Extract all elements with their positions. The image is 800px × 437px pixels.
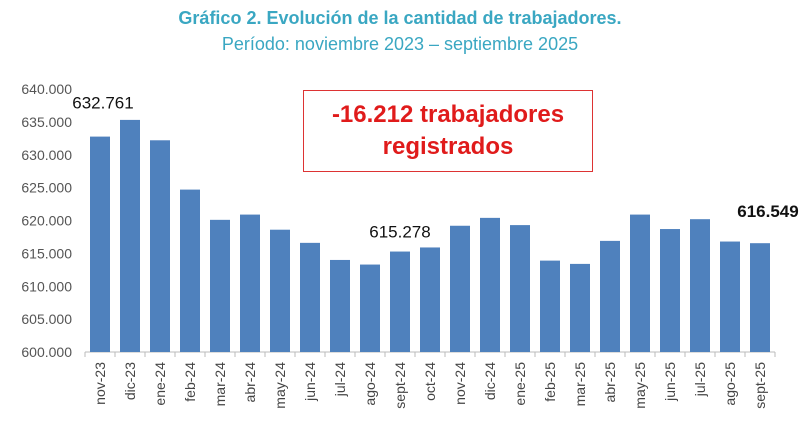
x-tick-label: nov-23 (92, 362, 108, 405)
bar-ene-24 (150, 140, 170, 352)
bar-sept-25 (750, 243, 770, 352)
x-tick-label: jul-25 (692, 362, 708, 397)
x-tick-label: abr-24 (242, 362, 258, 403)
bar-feb-24 (180, 189, 200, 352)
x-tick-label: feb-25 (542, 362, 558, 402)
bar-mar-25 (570, 263, 590, 352)
bar-jun-24 (300, 242, 320, 352)
bar-jul-24 (330, 259, 350, 352)
bar-abr-25 (600, 240, 620, 352)
x-tick-label: nov-24 (452, 362, 468, 405)
annotation-line1: -16.212 trabajadores (331, 101, 565, 128)
x-tick-label: jun-24 (302, 362, 318, 402)
bar-ene-25 (510, 225, 530, 352)
x-tick-label: mar-24 (212, 362, 228, 407)
x-tick-label: may-24 (272, 362, 288, 409)
bar-jul-25 (690, 219, 710, 352)
bar-dic-23 (120, 119, 140, 352)
y-tick-label: 625.000 (21, 180, 72, 196)
y-tick-label: 605.000 (21, 311, 72, 327)
y-tick-label: 620.000 (21, 213, 72, 229)
bar-nov-23 (90, 136, 110, 352)
data-label-sept-24: 615.278 (369, 223, 430, 242)
bar-oct-24 (420, 247, 440, 352)
y-tick-label: 630.000 (21, 147, 72, 163)
x-tick-label: jul-24 (332, 362, 348, 397)
chart-title: Gráfico 2. Evolución de la cantidad de t… (178, 8, 622, 28)
data-label-nov-23: 632.761 (72, 94, 133, 113)
x-tick-label: mar-25 (572, 362, 588, 407)
bar-nov-24 (450, 225, 470, 352)
data-label-sept-25: 616.549 (737, 202, 798, 221)
chart-subtitle: Período: noviembre 2023 – septiembre 202… (221, 34, 579, 54)
x-tick-label: oct-24 (422, 362, 438, 401)
bar-dic-24 (480, 217, 500, 352)
bar-may-25 (630, 214, 650, 352)
annotation-box: -16.212 trabajadores registrados (303, 90, 593, 172)
x-tick-label: jun-25 (662, 362, 678, 402)
y-tick-label: 615.000 (21, 245, 72, 261)
bar-abr-24 (240, 214, 260, 352)
y-tick-label: 635.000 (21, 114, 72, 130)
x-tick-label: ago-24 (362, 362, 378, 406)
x-tick-label: dic-24 (482, 362, 498, 400)
x-tick-label: ene-25 (512, 362, 528, 406)
annotation-line2: registrados (382, 133, 514, 160)
bar-may-24 (270, 229, 290, 352)
bar-ago-25 (720, 241, 740, 352)
x-tick-label: dic-23 (122, 362, 138, 400)
x-tick-label: sept-25 (752, 362, 768, 409)
x-tick-label: ago-25 (722, 362, 738, 406)
bar-feb-25 (540, 260, 560, 352)
bar-jun-25 (660, 229, 680, 352)
bar-ago-24 (360, 264, 380, 352)
bar-sept-24 (390, 251, 410, 352)
bar-mar-24 (210, 219, 230, 352)
x-tick-label: ene-24 (152, 362, 168, 406)
x-tick-label: feb-24 (182, 362, 198, 402)
x-tick-label: sept-24 (392, 362, 408, 409)
y-tick-label: 640.000 (21, 81, 72, 97)
x-tick-label: abr-25 (602, 362, 618, 403)
y-tick-label: 610.000 (21, 278, 72, 294)
y-tick-label: 600.000 (21, 344, 72, 360)
x-tick-label: may-25 (632, 362, 648, 409)
